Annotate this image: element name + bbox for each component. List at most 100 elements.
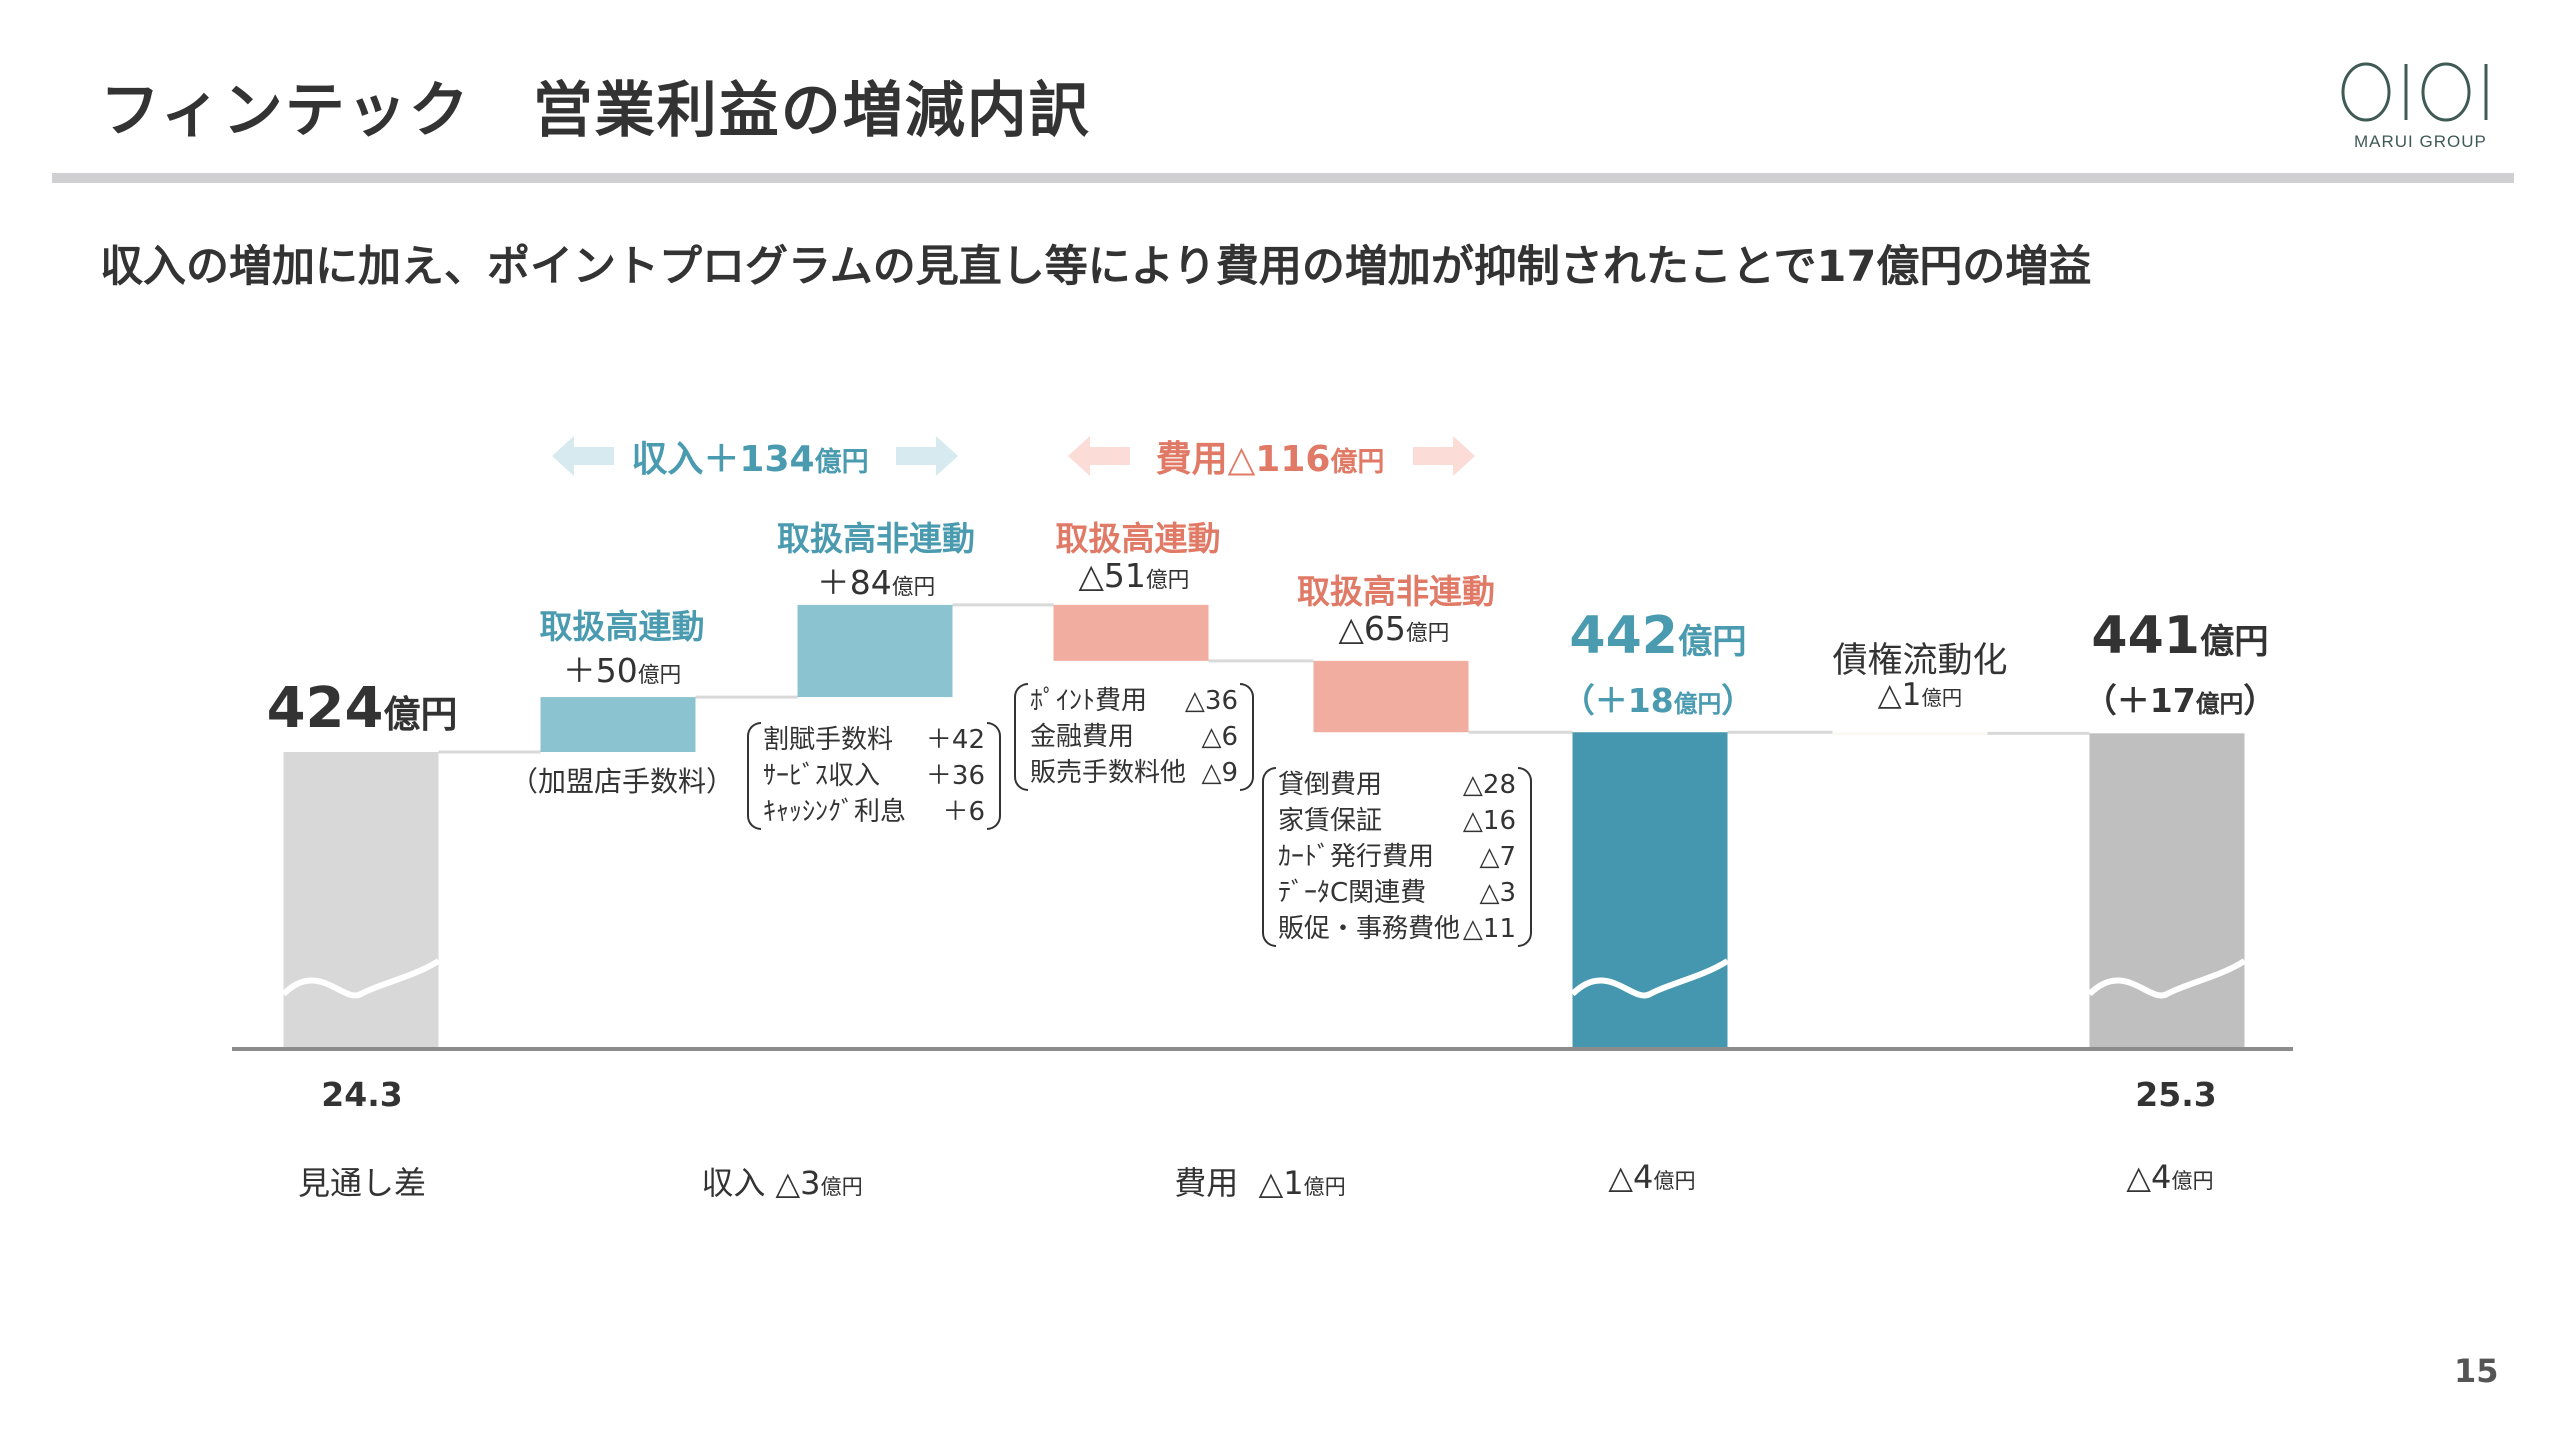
cost-group-right-arrow-icon — [1413, 436, 1475, 476]
rev-nonlinked-bar — [797, 604, 953, 698]
start-total-unit: 億円 — [383, 693, 458, 736]
logo-text: MARUI GROUP — [2354, 132, 2487, 151]
rev-nonlinked-value: ＋84 — [816, 563, 892, 602]
start-below-value: 24.3 — [321, 1075, 403, 1114]
breakdown-item: 販促・事務費他 — [1278, 914, 1461, 944]
breakdown-item: ｷｬｯｼﾝｸﾞ利息 — [763, 797, 907, 827]
subtotal-bar — [1572, 732, 1728, 1049]
cost-nonlinked-bar — [1313, 660, 1469, 733]
breakdown-value: ＋6 — [942, 797, 985, 827]
footer-revenue-unit: 億円 — [820, 1174, 863, 1199]
rev-nonlinked-unit: 億円 — [891, 575, 936, 600]
cost-linked-breakdown: ﾎﾟｲﾝﾄ費用 △36 金融費用 △6 販売手数料他 △9 — [1014, 683, 1254, 791]
rev-linked-amount: ＋50億円 — [563, 644, 682, 692]
breakdown-row: 家賃保証 △16 — [1278, 803, 1516, 839]
breakdown-row: 販促・事務費他 △11 — [1278, 911, 1516, 947]
breakdown-item: ﾃﾞｰﾀC関連費 — [1278, 878, 1427, 908]
breakdown-value: △9 — [1201, 758, 1238, 788]
breakdown-row: ｷｬｯｼﾝｸﾞ利息 ＋6 — [763, 794, 985, 830]
end-total-label: 441億円 — [2091, 606, 2268, 666]
breakdown-item: ｻｰﾋﾞｽ収入 — [763, 761, 881, 791]
breakdown-value: △3 — [1479, 878, 1516, 908]
revenue-group-header: 収入＋134億円 — [631, 430, 868, 482]
marui-group-logo: MARUI GROUP — [2334, 60, 2514, 155]
cost-group-header: 費用△116億円 — [1156, 430, 1385, 482]
breakdown-value: △16 — [1462, 806, 1516, 836]
subtotal-change: （＋18億円） — [1562, 674, 1754, 722]
subtotal-unit: 億円 — [1677, 622, 1747, 662]
page-title: フィンテック 営業利益の増減内訳 — [100, 76, 1091, 146]
breakdown-item: 金融費用 — [1030, 722, 1135, 752]
footer-revenue-label: 収入 — [701, 1164, 766, 1202]
breakdown-item: 家賃保証 — [1278, 806, 1383, 836]
cost-linked-bar — [1053, 604, 1209, 661]
footer-end: △4億円 — [2126, 1158, 2213, 1196]
end-change-unit: 億円 — [2195, 690, 2244, 718]
end-below-value: 25.3 — [2135, 1075, 2217, 1114]
subtotal-change-unit: 億円 — [1673, 690, 1722, 718]
oioi-logo-mark-icon — [2341, 62, 2488, 122]
end-change: （＋17億円） — [2084, 674, 2276, 722]
end-change-value: （＋17 — [2083, 681, 2196, 720]
cost-nonlinked-category: 取扱高非連動 — [1297, 572, 1495, 611]
breakdown-item: 販売手数料他 — [1030, 758, 1187, 788]
revenue-group-left-arrow-icon — [552, 436, 614, 476]
breakdown-row: ﾎﾟｲﾝﾄ費用 △36 — [1030, 683, 1238, 719]
footer-forecast-diff: 見通し差 — [297, 1164, 427, 1202]
subtotal-axis-break-icon — [1570, 958, 1730, 999]
cost-group-left-arrow-icon — [1068, 436, 1130, 476]
cost-nonlinked-amount: △65億円 — [1339, 609, 1450, 648]
securitization-category: 債権流動化 — [1832, 641, 2008, 681]
breakdown-value: ＋36 — [925, 761, 985, 791]
end-total-unit: 億円 — [2199, 622, 2269, 662]
cost-nonlinked-unit: 億円 — [1405, 621, 1450, 646]
breakdown-value: △6 — [1201, 722, 1238, 752]
rev-linked-category: 取扱高連動 — [539, 607, 705, 646]
breakdown-item: ﾎﾟｲﾝﾄ費用 — [1030, 686, 1148, 716]
subtotal-change-value: （＋18 — [1561, 681, 1674, 720]
footer-cost-label: 費用 — [1174, 1164, 1239, 1202]
start-total-label: 424億円 — [267, 676, 458, 741]
page-number: 15 — [2454, 1352, 2499, 1390]
breakdown-item: 割賦手数料 — [763, 725, 894, 755]
cost-linked-value: △51 — [1078, 556, 1146, 595]
subtotal-value: 442 — [1569, 606, 1678, 666]
securitization-value: △1 — [1877, 677, 1922, 713]
subtotal-label: 442億円 — [1569, 606, 1746, 666]
footer-cost-unit: 億円 — [1303, 1174, 1346, 1199]
footer-subtotal-value: △4 — [1608, 1158, 1654, 1196]
breakdown-row: 貸倒費用 △28 — [1278, 767, 1516, 803]
breakdown-value: △28 — [1462, 770, 1516, 800]
rev-linked-note: （加盟店手数料） — [509, 765, 735, 798]
footer-end-value: △4 — [2126, 1158, 2172, 1196]
cost-nonlinked-breakdown: 貸倒費用 △28 家賃保証 △16 ｶｰﾄﾞ発行費用 △7 ﾃﾞｰﾀC関連費 △3 販促… — [1262, 767, 1532, 947]
securitization-unit: 億円 — [1921, 686, 1963, 710]
breakdown-row: 金融費用 △6 — [1030, 719, 1238, 755]
breakdown-value: △7 — [1479, 842, 1516, 872]
securitization-bar — [1832, 732, 1988, 736]
start-axis-break-icon — [281, 958, 441, 999]
breakdown-value: △36 — [1184, 686, 1238, 716]
end-axis-break-icon — [2087, 958, 2247, 999]
start-total-value: 424 — [266, 676, 384, 741]
cost-linked-unit: 億円 — [1145, 568, 1190, 593]
breakdown-value: △11 — [1462, 914, 1516, 944]
footer-cost-value: △1 — [1258, 1164, 1304, 1202]
subtotal-change-close: ） — [1721, 681, 1755, 720]
rev-linked-unit: 億円 — [637, 663, 682, 688]
breakdown-row: 割賦手数料 ＋42 — [763, 722, 985, 758]
breakdown-row: ｶｰﾄﾞ発行費用 △7 — [1278, 839, 1516, 875]
rev-nonlinked-amount: ＋84億円 — [817, 556, 936, 604]
revenue-group-unit: 億円 — [814, 447, 869, 478]
cost-group-label: 費用△116 — [1155, 439, 1331, 480]
breakdown-value: ＋42 — [925, 725, 985, 755]
end-total-value: 441 — [2091, 606, 2200, 666]
securitization-amount: △1億円 — [1878, 677, 1962, 713]
end-change-close: ） — [2243, 681, 2277, 720]
cost-group-unit: 億円 — [1330, 447, 1385, 478]
footer-subtotal: △4億円 — [1608, 1158, 1695, 1196]
rev-linked-bar — [540, 697, 696, 752]
breakdown-row: ﾃﾞｰﾀC関連費 △3 — [1278, 875, 1516, 911]
footer-revenue-value: △3 — [775, 1164, 821, 1202]
